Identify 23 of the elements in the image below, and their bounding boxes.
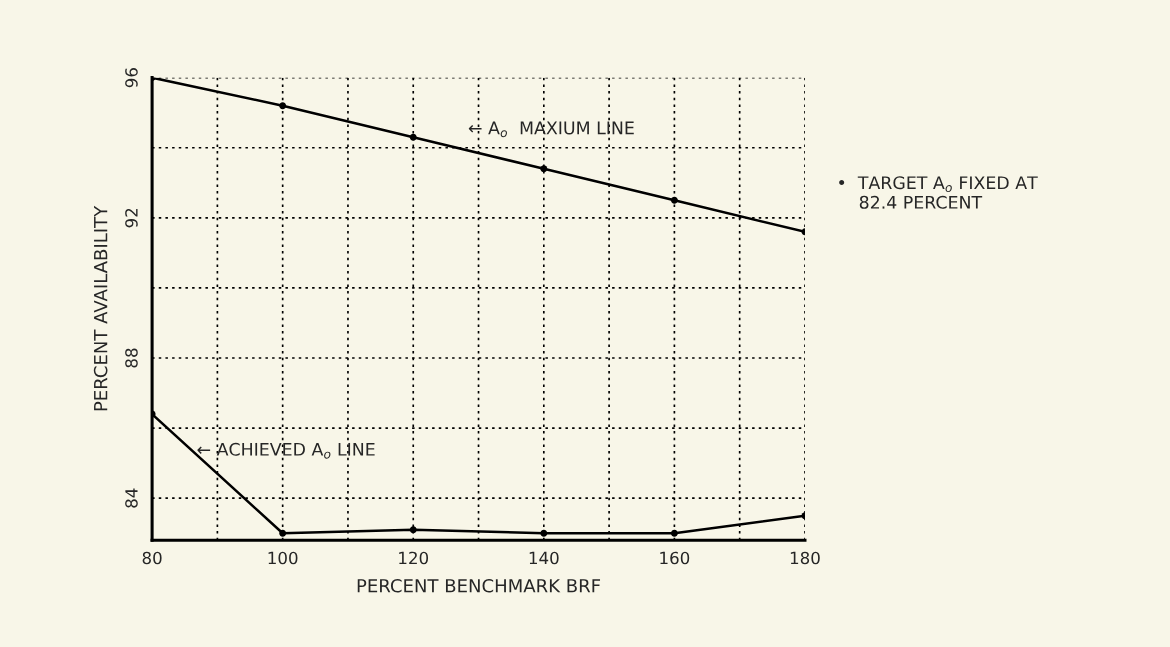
- y-tick-label: 96: [125, 68, 138, 88]
- y-tick-label: 92: [125, 208, 138, 228]
- x-tick-label: 160: [660, 551, 690, 565]
- x-tick-label: 120: [399, 551, 429, 565]
- point: [409, 133, 417, 141]
- point: [540, 529, 548, 537]
- y-tick-label: 84: [125, 488, 138, 508]
- point: [279, 102, 287, 110]
- x-tick-label: 100: [268, 551, 298, 565]
- annotation: ← ACHIEVED A$_{o}$ LINE: [197, 442, 375, 459]
- text: • TARGET A$_{o}$ FIXED AT 82.4 PERCENT: [839, 176, 1038, 209]
- point: [670, 196, 678, 204]
- x-tick-label: 180: [790, 551, 820, 565]
- point: [279, 529, 287, 537]
- y-tick-label: 88: [125, 348, 138, 368]
- y-axis-title: PERCENT AVAILABILITY: [93, 205, 108, 411]
- point: [540, 165, 548, 173]
- x-tick-label: 80: [142, 551, 162, 565]
- x-tick-label: 140: [529, 551, 559, 565]
- annotation: ← A$_{o}$ MAXIUM LINE: [468, 121, 634, 138]
- point: [409, 526, 417, 534]
- point: [670, 529, 678, 537]
- x-axis-title: PERCENT BENCHMARK BRF: [357, 578, 601, 593]
